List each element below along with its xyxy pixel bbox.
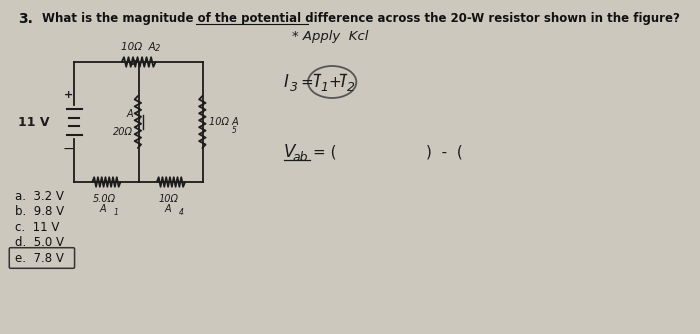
Text: 3: 3 [290,80,298,94]
Text: e.  7.8 V: e. 7.8 V [15,252,64,265]
Text: 1: 1 [136,118,141,127]
Text: c.  11 V: c. 11 V [15,220,59,233]
Text: a.  3.2 V: a. 3.2 V [15,189,64,202]
Text: A: A [164,204,171,214]
Text: 4: 4 [179,208,184,217]
Text: I: I [284,73,288,91]
Text: 1: 1 [321,80,329,94]
Text: 10Ω  A: 10Ω A [121,42,156,52]
Text: b.  9.8 V: b. 9.8 V [15,205,64,218]
Text: )  -  (: ) - ( [426,145,463,160]
Text: 5: 5 [232,126,237,135]
Text: I: I [340,73,345,91]
Text: ab: ab [293,151,308,164]
Text: 20Ω: 20Ω [113,127,133,137]
Text: What is the magnitude of the potential difference across the 20-W resistor shown: What is the magnitude of the potential d… [42,12,680,25]
Text: 10Ω: 10Ω [158,194,178,204]
Text: +: + [328,74,341,90]
Text: 5.0Ω: 5.0Ω [92,194,116,204]
Text: = (: = ( [313,145,336,160]
Text: =: = [300,74,313,90]
Text: +: + [64,90,74,100]
Text: 1: 1 [113,208,118,217]
Text: 2: 2 [346,80,355,94]
Text: A: A [100,204,106,214]
Text: 3.: 3. [18,12,33,26]
Text: 2: 2 [155,44,160,53]
Text: −: − [63,142,74,156]
Text: I: I [314,73,319,91]
Text: d.  5.0 V: d. 5.0 V [15,236,64,249]
Text: V: V [284,143,295,161]
Text: A: A [127,109,133,119]
Text: 10Ω A: 10Ω A [209,117,239,127]
Text: * Apply  Kcl: * Apply Kcl [292,29,368,42]
Text: 11 V: 11 V [18,116,50,129]
